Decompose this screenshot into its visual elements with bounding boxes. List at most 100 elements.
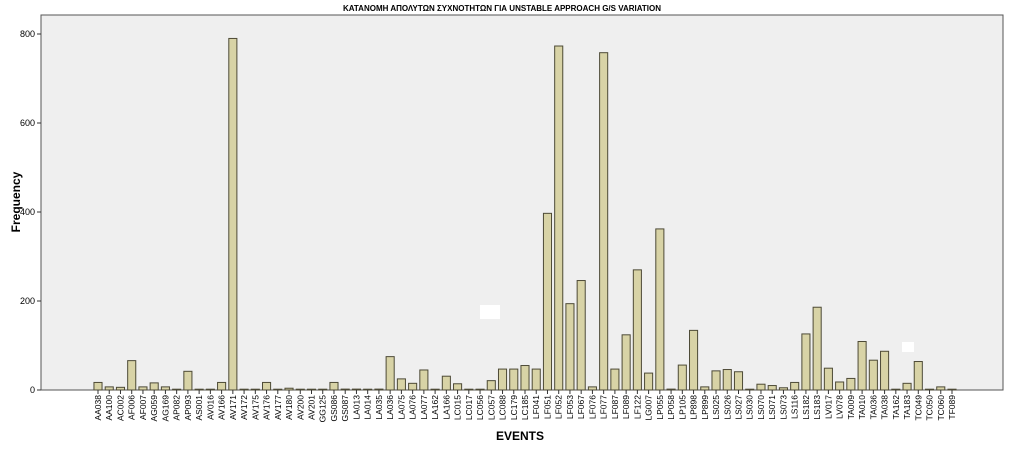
x-tick-label: LP105	[677, 395, 687, 420]
x-tick-label: LS027	[734, 395, 744, 420]
x-tick-label: AG059	[149, 395, 159, 422]
bar-av016	[205, 388, 215, 391]
bar-tc060	[936, 386, 946, 391]
x-tick-label: TA183	[902, 395, 912, 420]
x-tick-label: AV172	[239, 395, 249, 420]
bar-lp058	[666, 388, 676, 391]
x-tick-label: LA162	[430, 395, 440, 420]
x-tick-label: LA035	[374, 395, 384, 420]
bar-lp055	[655, 228, 665, 391]
bar-lc179	[509, 368, 519, 391]
bar-lp898	[689, 329, 699, 391]
x-axis-title: EVENTS	[496, 429, 544, 443]
x-tick-label: TC049	[913, 395, 923, 421]
x-tick-label: AP082	[172, 395, 182, 421]
bar-ls025	[711, 370, 721, 391]
x-tick-label: LC179	[509, 395, 519, 420]
bar-ls116	[790, 381, 800, 391]
bar-lf122	[632, 269, 642, 391]
bar-lg007	[644, 372, 654, 391]
bar-la036	[385, 356, 395, 391]
bar-lf051	[542, 212, 553, 391]
x-tick-label: LP055	[655, 395, 665, 420]
bar-av201	[306, 388, 317, 391]
x-tick-label: AV016	[205, 395, 215, 420]
bar-ls071	[767, 385, 777, 391]
bar-af006	[127, 360, 137, 391]
bar-av177	[273, 388, 283, 391]
x-tick-label: AV180	[284, 395, 294, 420]
bar-av180	[284, 387, 294, 391]
bar-lv017	[823, 367, 833, 391]
x-tick-label: AP093	[183, 395, 193, 421]
bar-lf077	[599, 52, 609, 391]
bar-la013	[351, 388, 361, 391]
x-tick-label: LS183	[812, 395, 822, 420]
bar-ag059	[149, 382, 159, 391]
x-tick-label: GS086	[329, 395, 339, 422]
x-tick-label: LS070	[756, 395, 766, 420]
bar-ls070	[756, 383, 766, 391]
bar-ap082	[172, 388, 182, 391]
y-tick-label: 0	[30, 385, 35, 395]
bar-af007	[138, 386, 148, 391]
bar-lc056	[475, 388, 485, 391]
x-tick-label: LS073	[778, 395, 788, 420]
x-tick-label: AS001	[194, 395, 204, 421]
x-tick-label: TA009	[846, 395, 856, 420]
x-tick-label: AV177	[273, 395, 283, 420]
chart-title: ΚΑΤΑΝΟΜΗ ΑΠΟΛΥΤΩΝ ΣΥΧΝΟΤΗΤΩΝ ΓΙΑ UNSTABL…	[343, 4, 661, 13]
x-tick-label: LS025	[711, 395, 721, 420]
x-tick-label: LS071	[767, 395, 777, 420]
x-tick-label: LP898	[689, 395, 699, 420]
bar-as001	[194, 388, 204, 391]
bar-la075	[396, 378, 406, 391]
x-tick-label: TA010	[857, 395, 867, 420]
y-axis: 0 200 400 600 800	[20, 29, 41, 395]
plot-area	[40, 14, 1004, 391]
x-tick-label: LS182	[801, 395, 811, 420]
x-tick-label: LP058	[666, 395, 676, 420]
x-tick-label: LA075	[396, 395, 406, 420]
x-tick-label: AV166	[217, 395, 227, 420]
bar-aa038	[93, 381, 103, 391]
bar-ta010	[857, 341, 867, 391]
bar-la162	[430, 388, 440, 391]
x-tick-label: LA014	[363, 395, 373, 420]
x-tick-label: LA077	[419, 395, 429, 420]
bar-lf089	[621, 334, 631, 391]
bar-ta162	[891, 388, 901, 391]
x-tick-label: AV171	[228, 395, 238, 420]
bar-av166	[217, 381, 227, 391]
x-tick-label: TA162	[891, 395, 901, 420]
bar-ls026	[722, 369, 732, 391]
x-tick-label: AV175	[250, 395, 260, 420]
bar-gs086	[329, 381, 339, 391]
bar-av175	[250, 388, 260, 391]
x-tick-label: LV078	[835, 395, 845, 419]
bar-lv078	[835, 381, 845, 391]
x-tick-label: LF053	[565, 395, 575, 419]
bar-ta036	[868, 359, 878, 391]
y-tick-label: 600	[20, 118, 35, 128]
x-tick-label: LF076	[587, 395, 597, 419]
bar-tf089	[947, 388, 957, 391]
bar-lc088	[497, 368, 508, 391]
bar-lp105	[677, 364, 687, 391]
bar-gs087	[340, 388, 350, 391]
x-tick-label: LF122	[632, 395, 642, 419]
bar-tc049	[913, 361, 923, 391]
bar-av200	[295, 388, 305, 391]
x-tick-label: AC002	[115, 395, 125, 421]
bar-ls182	[801, 333, 811, 391]
bar-gg125	[318, 388, 328, 391]
artifact-patch	[902, 342, 914, 352]
y-tick-label: 400	[20, 207, 35, 217]
x-tick-label: LA013	[351, 395, 361, 420]
artifact-patch	[480, 305, 500, 319]
x-tick-label: LV017	[823, 395, 833, 419]
y-tick-label: 200	[20, 296, 35, 306]
x-tick-label: LP899	[700, 395, 710, 420]
